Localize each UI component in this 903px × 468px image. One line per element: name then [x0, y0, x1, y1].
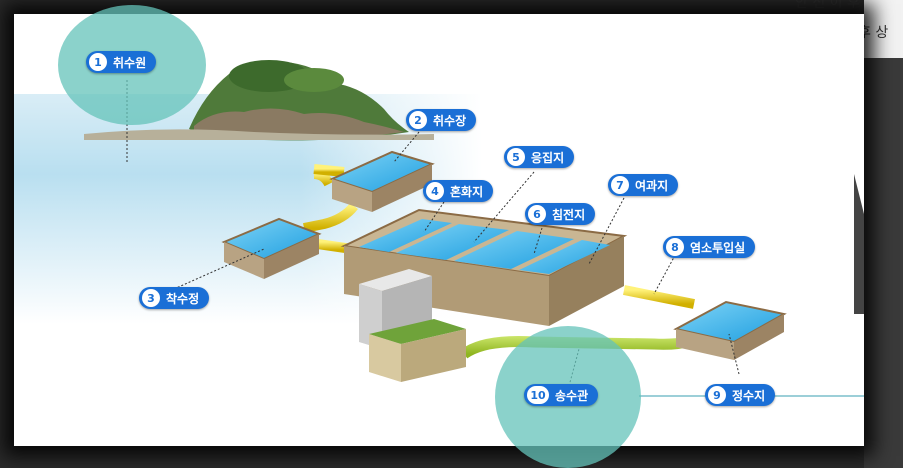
- label-sedimentation-basin: 6 침전지: [525, 203, 596, 225]
- intake-station-tank: [329, 150, 435, 212]
- label-intake-station: 2 취수장: [406, 109, 477, 131]
- side-panel-top: [864, 0, 903, 58]
- island: [84, 60, 434, 141]
- buildings: [359, 269, 466, 382]
- label-transmission-pipe: 10 송수관: [524, 384, 599, 406]
- label-coagulation-basin: 5 응집지: [504, 146, 575, 168]
- label-filtration-basin: 7 여과지: [608, 174, 679, 196]
- side-text-line1: 안 전 이 후: [795, 0, 860, 11]
- clear-well-tank: [673, 300, 787, 360]
- label-clear-well: 9 정수지: [705, 384, 776, 406]
- water-treatment-illustration: [14, 60, 864, 397]
- diagram-frame: [14, 14, 864, 446]
- label-intake-source: 1 취수원: [86, 51, 157, 73]
- next-arrow-shape: [854, 174, 864, 314]
- label-chlorination-room: 8 염소투입실: [663, 236, 756, 258]
- label-receiving-well: 3 착수정: [139, 287, 210, 309]
- receiving-well-tank: [221, 217, 322, 279]
- side-text-line2: 후 상: [858, 25, 889, 41]
- label-mixing-basin: 4 혼화지: [423, 180, 494, 202]
- side-panel: [864, 58, 903, 468]
- treatment-basins: [340, 208, 628, 326]
